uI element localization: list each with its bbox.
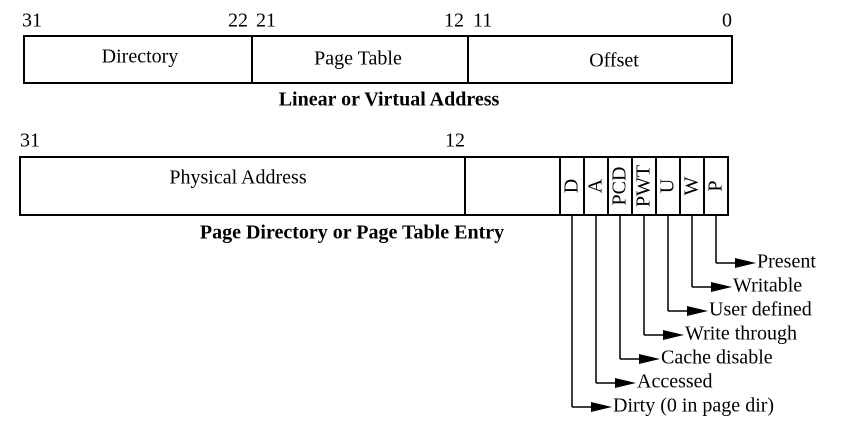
table-entry: 31 12 Physical Address Page Directory or… xyxy=(19,130,729,244)
caption: Page Directory or Page Table Entry xyxy=(200,222,504,244)
legend-label: Cache disable xyxy=(661,347,773,369)
bit-label: 12 xyxy=(444,10,464,32)
legend-label: Writable xyxy=(733,275,802,297)
flags: D A PCD PWT U W P xyxy=(559,157,729,215)
flag-label: A xyxy=(585,178,607,193)
flag-label: W xyxy=(681,176,703,195)
bit-label: 0 xyxy=(722,10,732,32)
field-label: Page Table xyxy=(314,48,402,70)
linear-address: 31 22 21 12 11 0 Directory Page Table Of… xyxy=(22,10,733,111)
field-label: Offset xyxy=(589,50,639,72)
arrowhead xyxy=(591,402,612,412)
flag-label: PWT xyxy=(633,165,655,207)
flag-label: PCD xyxy=(609,167,631,206)
caption: Linear or Virtual Address xyxy=(279,89,500,111)
field-label: Directory xyxy=(102,46,179,68)
legend-label: Write through xyxy=(685,323,797,345)
arrowhead xyxy=(663,330,684,340)
flag-label: P xyxy=(705,180,727,191)
legend-label: Dirty (0 in page dir) xyxy=(613,395,774,417)
legend-label: User defined xyxy=(709,299,812,321)
arrowhead xyxy=(711,282,732,292)
address-box xyxy=(23,35,733,84)
bit-label: 12 xyxy=(445,130,465,152)
bit-label: 22 xyxy=(228,10,248,32)
bit-label: 31 xyxy=(22,10,42,32)
arrowhead xyxy=(615,378,636,388)
bit-label: 21 xyxy=(256,10,276,32)
legend-label: Present xyxy=(757,251,816,273)
bit-label: 31 xyxy=(20,130,40,152)
arrowhead xyxy=(687,306,708,316)
legend-label: Accessed xyxy=(637,371,713,393)
field-label: Physical Address xyxy=(169,167,306,189)
bit-label: 11 xyxy=(473,10,492,32)
flag-label: U xyxy=(657,178,679,193)
arrowhead xyxy=(735,258,756,268)
arrowhead xyxy=(639,354,660,364)
flag-label: D xyxy=(561,179,583,193)
